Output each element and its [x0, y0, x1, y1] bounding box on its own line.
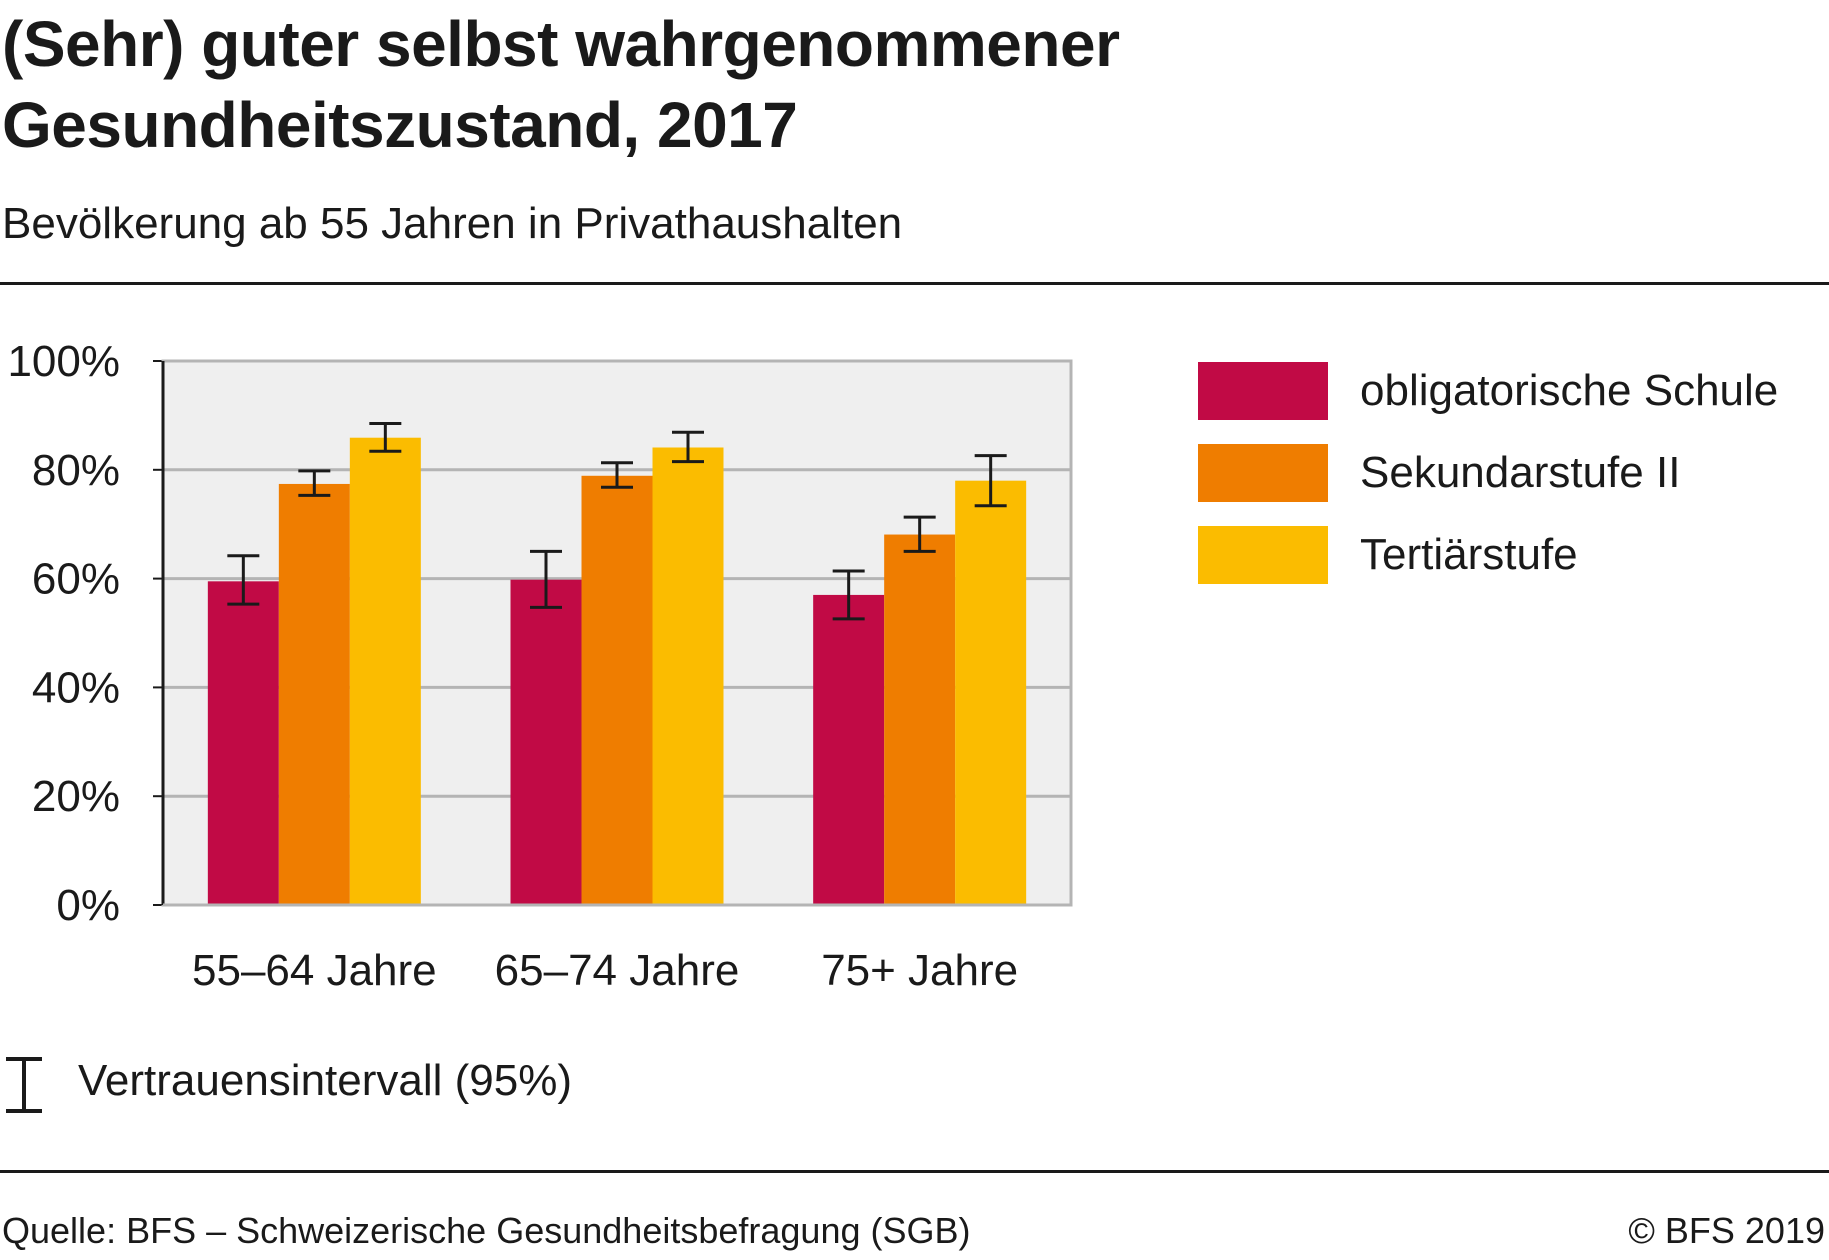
y-tick-label: 0% — [56, 881, 120, 930]
bar-chart: 0% 20% 40% 60% 80% 100% 55–64 Jahre 65–74 Jahre… — [7, 337, 1073, 995]
legend-label-sekundarstufe-ii: Sekundarstufe II — [1360, 448, 1681, 497]
legend-swatch-obligatorische-schule — [1198, 362, 1328, 420]
legend-swatch-sekundarstufe-ii — [1198, 444, 1328, 502]
y-tick-label: 100% — [7, 337, 120, 386]
chart-subtitle: Bevölkerung ab 55 Jahren in Privathausha… — [2, 199, 903, 248]
bar-3-1 — [349, 437, 421, 905]
y-tick-label: 60% — [32, 555, 120, 604]
legend-swatch-tertiaerstufe — [1198, 526, 1328, 584]
x-tick-label: 55–64 Jahre — [192, 946, 437, 995]
bar-2-3 — [884, 534, 956, 905]
chart-title-line-1: (Sehr) guter selbst wahrgenommener — [2, 8, 1120, 80]
bar-3-2 — [652, 447, 724, 905]
bar-2-2 — [581, 475, 653, 905]
bar-3-3 — [955, 480, 1027, 905]
top-divider — [0, 282, 1829, 285]
chart-title: (Sehr) guter selbst wahrgenommener Gesun… — [2, 4, 1502, 166]
bar-2-1 — [278, 483, 350, 905]
bar-1-3 — [813, 594, 885, 905]
copyright-note: © BFS 2019 — [1628, 1210, 1825, 1251]
source-note: Quelle: BFS – Schweizerische Gesundheits… — [2, 1210, 971, 1251]
y-tick-label: 80% — [32, 446, 120, 495]
y-tick-label: 20% — [32, 772, 120, 821]
legend-label-tertiaerstufe: Tertiärstufe — [1360, 530, 1578, 579]
bottom-divider — [0, 1170, 1829, 1173]
error-bar-icon — [6, 1057, 42, 1113]
confidence-interval-label: Vertrauensintervall (95%) — [78, 1056, 573, 1105]
chart-title-line-2: Gesundheitszustand, 2017 — [2, 89, 798, 161]
legend-label-obligatorische-schule: obligatorische Schule — [1360, 366, 1779, 415]
bar-1-1 — [207, 581, 279, 905]
x-tick-label: 65–74 Jahre — [495, 946, 740, 995]
x-tick-label: 75+ Jahre — [821, 946, 1018, 995]
bar-1-2 — [510, 579, 582, 905]
y-tick-label: 40% — [32, 663, 120, 712]
